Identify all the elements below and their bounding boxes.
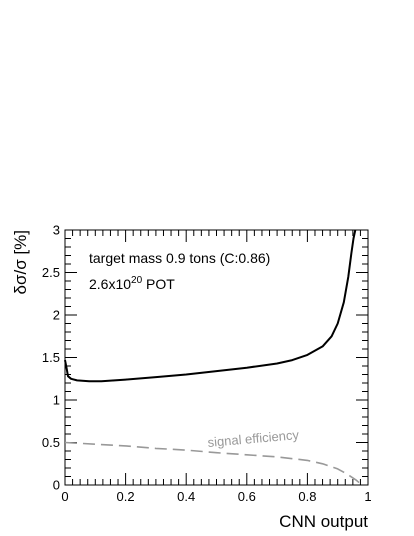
series-label-signal-efficiency: signal efficiency [207, 427, 300, 450]
y-tick-label: 0 [53, 478, 60, 493]
y-tick-label: 1.5 [42, 350, 60, 365]
annotation-pot-exponent: 20 [131, 275, 143, 286]
annotation-pot: 2.6x1020 POT [89, 275, 175, 292]
y-tick-label: 2.5 [42, 265, 60, 280]
y-axis-title: δσ/σ [%] [11, 230, 30, 294]
annotation-pot-suffix: POT [142, 276, 175, 292]
x-tick-label: 1 [364, 489, 371, 504]
axis-ticks: 0 0.2 0.4 0.6 0.8 1 0 0.5 1 1.5 2 2.5 3 [42, 223, 372, 505]
y-tick-label: 1 [53, 393, 60, 408]
x-tick-label: 0.6 [238, 489, 256, 504]
x-tick-label: 0.2 [117, 489, 135, 504]
x-axis-title: CNN output [279, 512, 368, 531]
series-layer [64, 229, 363, 486]
uncertainty-curve [64, 229, 357, 383]
y-tick-label: 3 [53, 223, 60, 238]
x-tick-label: 0.4 [177, 489, 195, 504]
x-tick-label: 0 [61, 489, 68, 504]
annotation-pot-base: 2.6x10 [89, 276, 131, 292]
annotation-target-mass: target mass 0.9 tons (C:0.86) [89, 250, 270, 266]
y-tick-label: 0.5 [42, 435, 60, 450]
signal-efficiency-curve [64, 441, 363, 486]
y-tick-label: 2 [53, 308, 60, 323]
x-tick-label: 0.8 [298, 489, 316, 504]
